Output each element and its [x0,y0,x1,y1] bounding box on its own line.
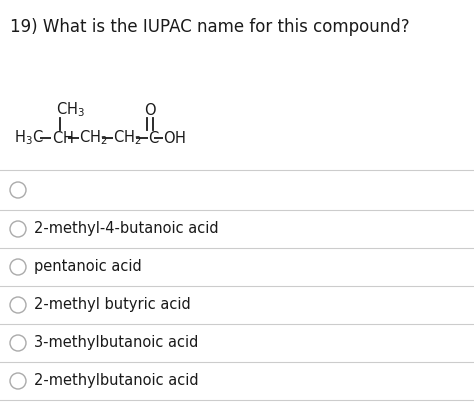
Text: 2-methyl-4-butanoic acid: 2-methyl-4-butanoic acid [34,222,219,236]
Text: $\mathsf{CH_2}$: $\mathsf{CH_2}$ [113,129,142,147]
Text: $\mathsf{CH}$: $\mathsf{CH}$ [52,130,74,146]
Text: 2-methylbutanoic acid: 2-methylbutanoic acid [34,373,199,389]
Text: $\mathsf{OH}$: $\mathsf{OH}$ [163,130,186,146]
Text: $\mathsf{CH_2}$: $\mathsf{CH_2}$ [79,129,108,147]
Text: $\mathsf{C}$: $\mathsf{C}$ [148,130,159,146]
Text: $\mathsf{H_3C}$: $\mathsf{H_3C}$ [14,129,44,147]
Text: 3-methylbutanoic acid: 3-methylbutanoic acid [34,335,199,351]
Text: pentanoic acid: pentanoic acid [34,259,142,274]
Text: 2-methyl butyric acid: 2-methyl butyric acid [34,297,191,312]
Text: $\mathsf{CH_3}$: $\mathsf{CH_3}$ [56,101,85,119]
Text: $\mathsf{O}$: $\mathsf{O}$ [144,102,156,118]
Text: 19) What is the IUPAC name for this compound?: 19) What is the IUPAC name for this comp… [10,18,410,36]
